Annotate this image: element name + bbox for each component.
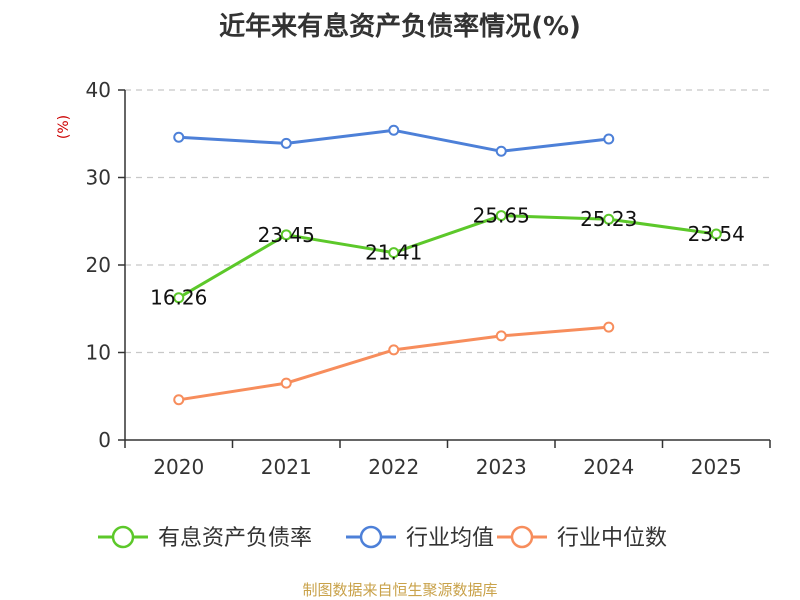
series-line-0 [178, 214, 717, 299]
series-point-0 [173, 292, 185, 304]
gridlines [125, 89, 770, 354]
series-point-0 [710, 228, 722, 240]
series-point-1 [603, 133, 615, 145]
chart-title: 近年来有息资产负债率情况(%) [219, 12, 581, 42]
legend-label: 行业中位数 [557, 526, 667, 551]
x-ticks: 2020 2021 2022 2023 2024 2025 [124, 440, 771, 479]
series-point-0 [280, 229, 292, 241]
y-tick-label: 40 [86, 78, 111, 102]
series-line-2 [178, 325, 609, 402]
x-tick-label: 2020 [153, 455, 204, 479]
data-label: 25.65 [473, 204, 530, 228]
data-label: 25.23 [580, 207, 637, 231]
series-point-2 [280, 377, 292, 389]
y-tick-label: 10 [86, 341, 111, 365]
x-tick-label: 2024 [583, 455, 634, 479]
series-point-0 [388, 247, 400, 259]
series-point-2 [495, 330, 507, 342]
series-point-1 [280, 137, 292, 149]
y-tick-label: 20 [86, 253, 111, 277]
legend-marker [510, 525, 534, 549]
source-note: 制图数据来自恒生聚源数据库 [302, 581, 497, 599]
series-point-2 [388, 344, 400, 356]
series-point-0 [495, 210, 507, 222]
data-label: 16.26 [150, 286, 207, 310]
data-label: 23.45 [258, 223, 315, 247]
legend-marker [111, 525, 135, 549]
series-point-1 [495, 145, 507, 157]
x-tick-label: 2021 [261, 455, 312, 479]
y-tick-label: 30 [86, 166, 111, 190]
legend-label: 行业均值 [406, 526, 494, 551]
series-point-2 [173, 394, 185, 406]
y-ticks: 0 10 20 30 40 [86, 78, 125, 452]
series [173, 124, 722, 406]
y-axis-unit: (%) [56, 115, 72, 139]
series-point-0 [603, 213, 615, 225]
legend: 有息资产负债率 行业均值 行业中位数 [98, 525, 667, 551]
data-label: 23.54 [688, 222, 745, 246]
legend-label: 有息资产负债率 [158, 526, 312, 551]
data-labels: 16.26 23.45 21.41 25.65 25.23 23.54 [150, 204, 745, 310]
x-tick-label: 2022 [368, 455, 419, 479]
x-tick-label: 2023 [476, 455, 527, 479]
x-tick-label: 2025 [691, 455, 742, 479]
series-point-1 [173, 131, 185, 143]
y-tick-label: 0 [98, 428, 111, 452]
series-point-2 [603, 321, 615, 333]
legend-marker [359, 525, 383, 549]
data-label: 21.41 [365, 241, 422, 265]
series-point-1 [388, 124, 400, 136]
